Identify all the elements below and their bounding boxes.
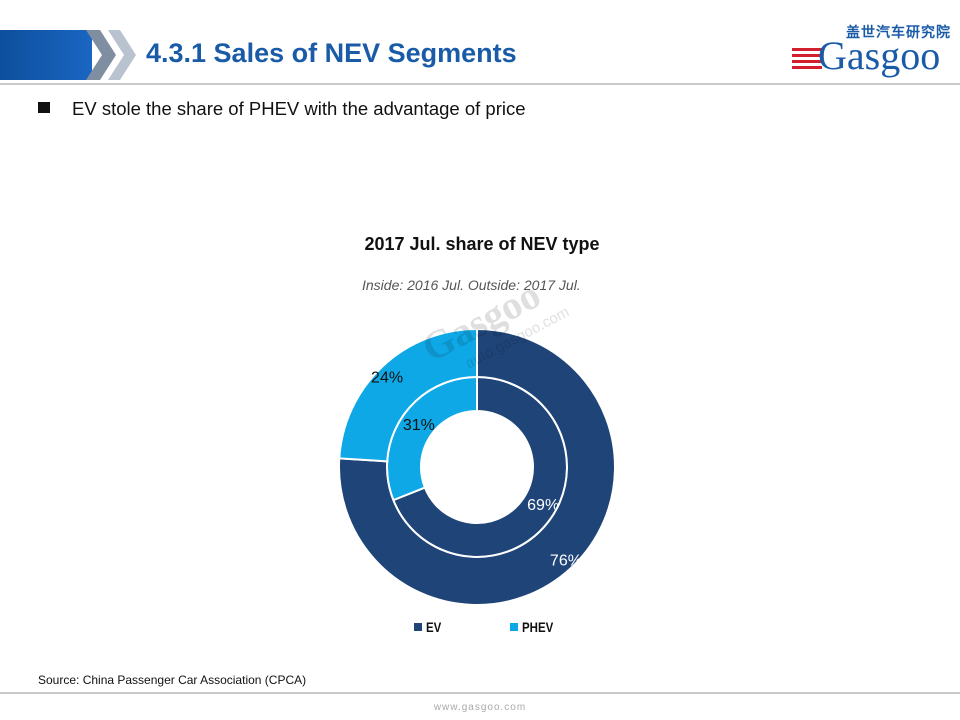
outer-ring-ev-label: 76% [550, 553, 582, 570]
header-divider [0, 83, 960, 85]
legend-label-ev: EV [426, 619, 442, 635]
logo-stripes [792, 48, 822, 70]
inner-ring-phev-label: 31% [403, 417, 435, 434]
legend-item-ev: EV [414, 619, 445, 635]
chart-title: 2017 Jul. share of NEV type [364, 234, 600, 254]
legend-label-phev: PHEV [522, 619, 554, 635]
header-chevron-icon [86, 30, 136, 80]
header-band [0, 30, 92, 80]
footer-url: www.gasgoo.com [433, 702, 527, 713]
outer-ring-phev-label: 24% [371, 369, 403, 386]
legend-swatch-ev [414, 623, 422, 631]
outer-ring-phev-slice [338, 327, 478, 463]
bullet-square-icon [38, 102, 50, 113]
source-note: Source: China Passenger Car Association … [38, 673, 307, 687]
inner-ring-ev-label: 69% [527, 497, 559, 514]
logo-cn-text: 盖世汽车研究院 [846, 24, 951, 40]
logo-brand-text: Gasgoo [818, 33, 941, 78]
gasgoo-logo: 盖世汽车研究院 Gasgoo [790, 22, 950, 82]
legend-item-phev: PHEV [510, 619, 560, 635]
bullet-text: EV stole the share of PHEV with the adva… [72, 98, 526, 119]
chart-subtitle: Inside: 2016 Jul. Outside: 2017 Jul. [362, 277, 581, 293]
footer-divider [0, 692, 960, 694]
chart-legend: EV PHEV [414, 619, 614, 639]
legend-swatch-phev [510, 623, 518, 631]
page-title: 4.3.1 Sales of NEV Segments [146, 38, 517, 68]
outer-ring-ev-slice [338, 327, 616, 606]
